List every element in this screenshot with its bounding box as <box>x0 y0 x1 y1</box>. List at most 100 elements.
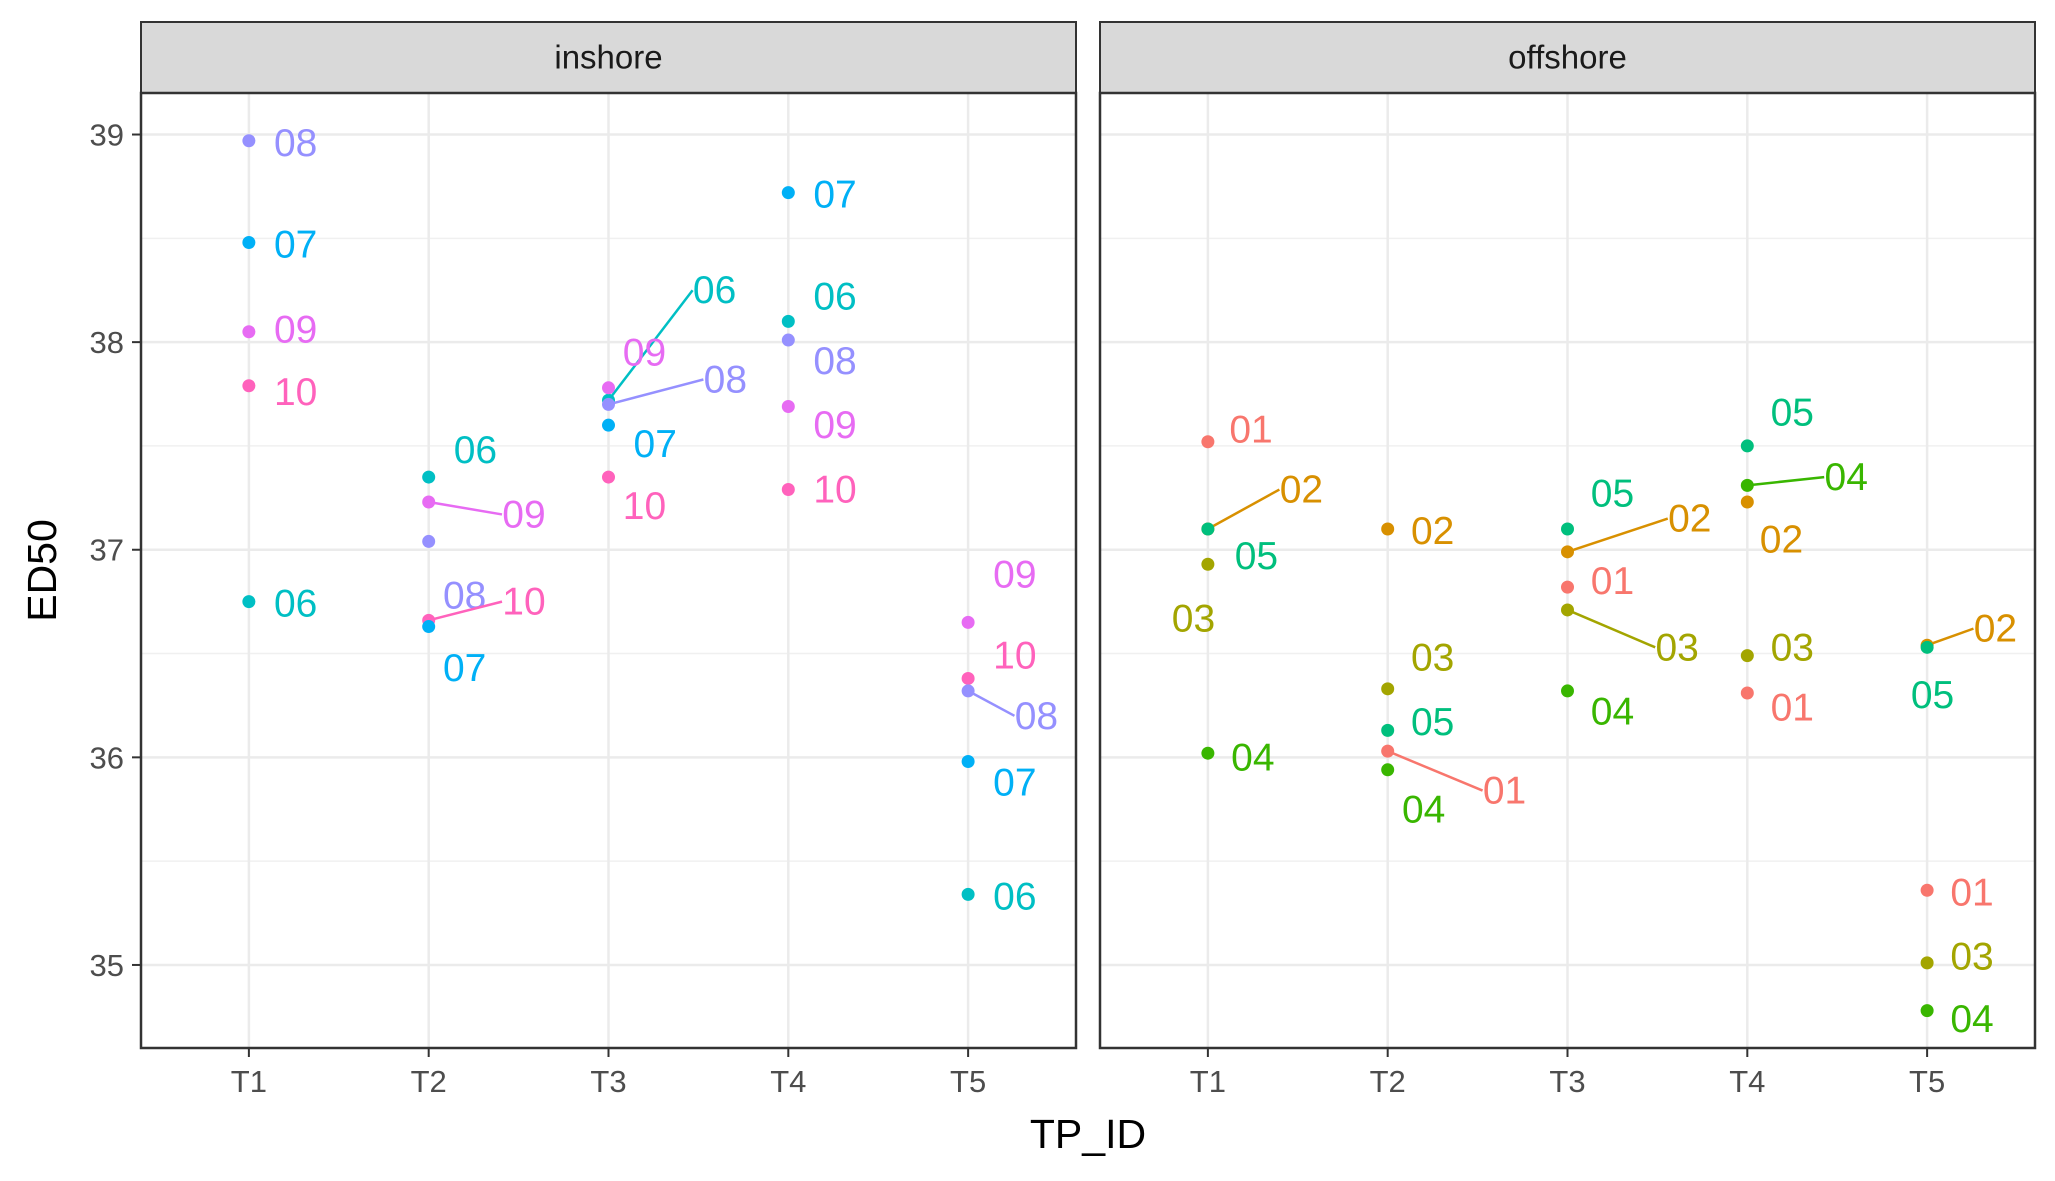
point-label: 09 <box>274 309 317 352</box>
point-label: 10 <box>993 635 1036 678</box>
point-label: 10 <box>623 485 666 528</box>
point-label: 04 <box>1825 456 1868 499</box>
data-point <box>422 620 436 634</box>
data-point <box>1561 684 1574 698</box>
label-connector <box>1567 608 1656 649</box>
x-tick-label: T4 <box>770 1064 806 1099</box>
point-label: 10 <box>274 371 317 414</box>
data-point <box>1561 545 1574 559</box>
point-label: 07 <box>993 761 1036 804</box>
label-connector <box>428 600 503 622</box>
y-tick-label: 38 <box>90 325 124 360</box>
point-label: 05 <box>1411 701 1454 744</box>
point-label: 10 <box>813 469 856 512</box>
y-tick-label: 39 <box>90 118 124 153</box>
data-point <box>1920 640 1934 654</box>
point-label: 09 <box>813 404 856 447</box>
label-connector <box>1567 517 1669 554</box>
data-point <box>242 379 256 393</box>
data-point <box>781 333 795 347</box>
data-point <box>1381 763 1395 777</box>
x-tick-label: T5 <box>1909 1064 1945 1099</box>
data-point <box>961 671 975 685</box>
data-point <box>602 381 615 395</box>
point-label: 06 <box>274 583 317 626</box>
data-point <box>1920 956 1934 970</box>
label-connector <box>608 378 704 406</box>
data-point <box>1920 1004 1934 1018</box>
data-point <box>1201 557 1215 571</box>
data-point <box>1561 580 1574 594</box>
y-tick-label: 37 <box>90 533 124 568</box>
point-label: 02 <box>1760 518 1803 561</box>
point-label: 02 <box>1280 469 1323 512</box>
point-label: 08 <box>813 340 856 383</box>
data-point <box>781 483 795 497</box>
point-label: 01 <box>1483 770 1526 813</box>
data-point <box>602 418 615 432</box>
data-point <box>1740 686 1754 700</box>
point-label: 08 <box>1015 695 1058 738</box>
x-tick-label: T5 <box>950 1064 986 1099</box>
point-label: 05 <box>1771 392 1814 435</box>
data-point <box>1201 746 1215 760</box>
data-point <box>1740 495 1754 509</box>
data-point <box>781 314 795 328</box>
data-point <box>1381 682 1395 696</box>
x-tick-label: T2 <box>1370 1064 1406 1099</box>
y-tick-label: 35 <box>90 948 124 983</box>
point-label: 05 <box>1235 535 1278 578</box>
point-label: 02 <box>1974 608 2017 651</box>
label-connector <box>1926 627 1974 647</box>
data-point <box>1740 439 1754 453</box>
label-connector <box>967 689 1016 717</box>
point-label: 06 <box>454 429 497 472</box>
data-point <box>781 186 795 200</box>
point-label: 03 <box>1771 626 1814 669</box>
data-point <box>242 595 256 609</box>
data-point <box>1561 603 1574 617</box>
point-label: 04 <box>1950 998 1993 1041</box>
point-label: 08 <box>274 122 317 165</box>
data-point <box>961 684 975 698</box>
data-point <box>1381 522 1395 536</box>
point-label: 01 <box>1950 871 1993 914</box>
data-point <box>1201 522 1215 536</box>
point-label: 06 <box>693 269 736 312</box>
x-tick-label: T1 <box>1190 1064 1226 1099</box>
data-point <box>1381 744 1395 758</box>
data-point <box>961 887 975 901</box>
data-point <box>422 470 436 484</box>
facet-strip <box>1099 21 2036 94</box>
point-label: 01 <box>1229 408 1272 451</box>
point-label: 09 <box>623 332 666 375</box>
data-point <box>242 325 256 339</box>
data-point <box>961 755 975 768</box>
y-axis-title: ED50 <box>19 519 65 622</box>
x-tick-label: T3 <box>590 1064 626 1099</box>
label-connector <box>1207 488 1280 531</box>
data-point <box>1561 522 1574 536</box>
point-label: 04 <box>1402 788 1445 831</box>
point-label: 01 <box>1591 560 1634 603</box>
point-label: 03 <box>1172 597 1215 640</box>
x-tick-label: T3 <box>1549 1064 1585 1099</box>
point-label: 02 <box>1668 498 1711 541</box>
data-point <box>1201 435 1215 449</box>
point-label: 04 <box>1591 691 1634 734</box>
facet-strip-label: offshore <box>1508 39 1627 76</box>
point-label: 07 <box>634 423 677 466</box>
point-label: 09 <box>502 493 545 536</box>
point-label: 06 <box>993 875 1036 918</box>
point-label: 04 <box>1231 736 1274 779</box>
point-label: 07 <box>274 224 317 267</box>
x-tick-label: T2 <box>411 1064 447 1099</box>
data-point <box>1740 649 1754 663</box>
point-label: 07 <box>813 174 856 217</box>
data-point <box>242 134 256 148</box>
panel-offshore: offshore01020503040203050104050201030405… <box>1098 21 2037 1099</box>
point-label: 03 <box>1950 936 1993 979</box>
facet-strip-label: inshore <box>554 39 662 76</box>
